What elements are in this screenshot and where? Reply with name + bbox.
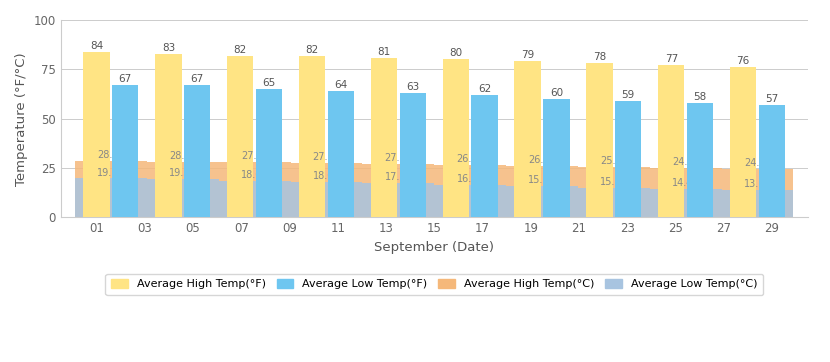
Text: 18.6: 18.6	[241, 170, 262, 180]
Text: 18.0: 18.0	[313, 171, 334, 181]
Bar	[434, 165, 506, 218]
Text: 17.3: 17.3	[384, 172, 406, 182]
Text: 57: 57	[765, 94, 779, 104]
Text: 19.3: 19.3	[169, 168, 191, 178]
Text: 79: 79	[521, 50, 535, 60]
Bar	[506, 166, 578, 218]
Bar	[299, 55, 325, 218]
Bar	[442, 59, 469, 218]
Bar	[759, 105, 785, 218]
Bar	[290, 163, 363, 218]
Text: 64: 64	[334, 80, 348, 90]
Bar	[721, 169, 793, 218]
Text: 19.7: 19.7	[97, 168, 119, 177]
Text: 16.4: 16.4	[457, 174, 478, 184]
Bar	[578, 188, 650, 218]
Bar	[290, 182, 363, 218]
Bar	[515, 62, 541, 218]
Text: 58: 58	[693, 92, 706, 102]
X-axis label: September (Date): September (Date)	[374, 241, 494, 254]
Text: 15.1: 15.1	[600, 177, 622, 186]
Y-axis label: Temperature (°F/°C): Temperature (°F/°C)	[15, 52, 28, 185]
Text: 27.9: 27.9	[241, 151, 262, 161]
Text: 27.5: 27.5	[313, 152, 334, 162]
Text: 59: 59	[622, 90, 635, 100]
Bar	[586, 63, 613, 218]
Text: 60: 60	[549, 88, 563, 98]
Text: 26.6: 26.6	[457, 154, 478, 164]
Bar	[147, 161, 219, 218]
Text: 63: 63	[406, 82, 419, 92]
Bar	[578, 167, 650, 218]
Bar	[219, 181, 290, 218]
Bar	[399, 93, 426, 218]
Bar	[650, 189, 721, 218]
Text: 27.0: 27.0	[384, 153, 406, 163]
Text: 24.9: 24.9	[672, 157, 694, 167]
Bar	[371, 58, 397, 218]
Text: 13.7: 13.7	[744, 179, 765, 189]
Legend: Average High Temp(°F), Average Low Temp(°F), Average High Temp(°C), Average Low : Average High Temp(°F), Average Low Temp(…	[105, 274, 763, 295]
Text: 82: 82	[233, 45, 247, 55]
Bar	[687, 103, 713, 218]
Text: 78: 78	[593, 52, 606, 62]
Bar	[112, 85, 139, 218]
Text: 67: 67	[191, 74, 204, 84]
Bar	[363, 164, 434, 218]
Bar	[471, 95, 498, 218]
Bar	[227, 55, 253, 218]
Bar	[219, 162, 290, 218]
Bar	[615, 101, 642, 218]
Text: 67: 67	[119, 74, 132, 84]
Text: 15.8: 15.8	[529, 175, 549, 185]
Text: 62: 62	[478, 84, 491, 94]
Text: 26.1: 26.1	[529, 155, 549, 165]
Bar	[184, 85, 210, 218]
Bar	[256, 89, 282, 218]
Text: 25.5: 25.5	[600, 156, 622, 166]
Bar	[543, 99, 569, 218]
Bar	[75, 178, 147, 218]
Text: 84: 84	[90, 41, 103, 51]
Text: 65: 65	[262, 78, 276, 88]
Bar	[730, 67, 756, 218]
Bar	[75, 160, 147, 218]
Text: 83: 83	[162, 43, 175, 52]
Bar	[658, 66, 685, 218]
Text: 80: 80	[449, 49, 462, 59]
Bar	[84, 51, 110, 218]
Text: 28.3: 28.3	[169, 151, 191, 160]
Bar	[721, 190, 793, 218]
Text: 28.8: 28.8	[97, 150, 119, 160]
Bar	[434, 185, 506, 218]
Bar	[506, 186, 578, 218]
Text: 76: 76	[736, 56, 749, 66]
Text: 77: 77	[665, 54, 678, 64]
Bar	[328, 91, 354, 218]
Bar	[147, 179, 219, 218]
Text: 24.3: 24.3	[744, 159, 765, 168]
Text: 82: 82	[305, 45, 319, 55]
Bar	[650, 168, 721, 218]
Text: 14.4: 14.4	[672, 178, 694, 188]
Bar	[155, 54, 182, 218]
Bar	[363, 183, 434, 218]
Text: 81: 81	[378, 46, 391, 56]
